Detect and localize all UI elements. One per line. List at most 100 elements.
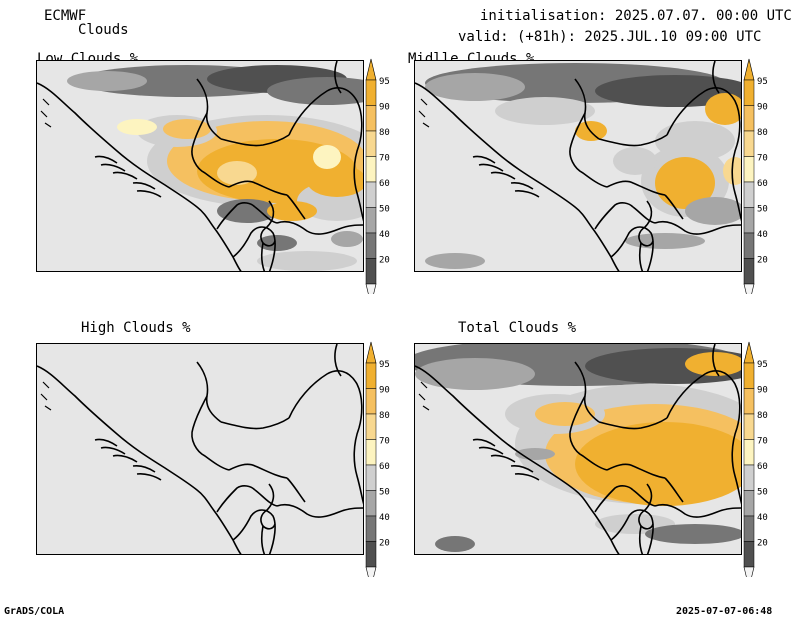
colorbar-swatch-40 [743,515,755,542]
colorbar-label-90: 90 [379,103,390,113]
country-border [712,344,720,377]
island [136,190,162,198]
cloud-area [613,147,657,175]
colorbar-label-40: 40 [379,230,390,240]
cloud-area [655,157,715,209]
colorbar-label-80: 80 [379,411,390,421]
high-clouds-map [36,343,364,555]
colorbar-swatch-80 [365,413,377,440]
colorbar-swatch-20 [743,541,755,568]
country-border [286,194,306,220]
cloud-area [307,165,363,197]
colorbar-swatch-20 [365,541,377,568]
colorbar-swatch-60 [365,464,377,491]
country-border [220,134,290,147]
colorbar-label-60: 60 [757,179,768,189]
colorbar-swatch-20 [743,258,755,285]
country-border [216,485,256,513]
cloud-area [267,201,317,221]
country-border [276,220,363,235]
country-border [594,485,634,513]
cloud-area [425,73,525,101]
colorbar-swatch-50 [743,207,755,234]
colorbar-swatch-90 [743,388,755,415]
cloud-area [217,161,257,185]
island [472,155,496,164]
coastline [415,82,620,271]
mid-clouds-map [414,60,742,272]
cloud-area [705,93,741,125]
colorbar-label-20: 20 [379,256,390,266]
colorbar-swatch-90 [365,105,377,132]
country-border [334,344,342,377]
coastline [37,82,242,271]
island [490,171,516,180]
colorbar-swatch-70 [365,439,377,466]
island [490,454,516,463]
colorbar-label-50: 50 [379,488,390,498]
country-border [228,180,288,196]
colorbar-label-70: 70 [379,154,390,164]
colorbar-swatch-90 [365,388,377,415]
country-border [632,489,656,507]
colorbar-swatch-50 [743,490,755,517]
colorbar-label-70: 70 [757,437,768,447]
country-border [288,87,363,146]
country-border [569,112,608,188]
cloud-area [685,197,741,225]
island [514,190,540,198]
island [514,473,540,481]
cloud-area [535,402,595,426]
country-border [260,200,276,247]
island [94,438,118,447]
colorbar-bottom-arrow [365,566,377,589]
cloud-area [625,233,705,249]
country-border [654,503,741,518]
country-border [712,61,720,94]
country-border [598,417,668,430]
country-border [232,226,276,271]
colorbar-label-20: 20 [757,256,768,266]
cloud-area [117,119,157,135]
colorbar-swatch-50 [365,207,377,234]
colorbar-label-95: 95 [757,360,768,370]
country-border [606,463,666,479]
island [478,446,504,455]
colorbar-swatch-40 [365,515,377,542]
colorbar-swatch-95 [365,79,377,106]
colorbar-top-arrow [743,58,755,81]
country-border [666,87,741,146]
cloud-area [575,422,741,506]
country-border [654,220,741,235]
country-border [260,483,276,530]
colorbar-swatch-95 [365,362,377,389]
country-border [610,226,654,271]
colorbar-swatch-95 [743,362,755,389]
island [472,438,496,447]
colorbar-high: 95 90 80 70 60 50 40 20 [363,341,419,589]
colorbar-mid: 95 90 80 70 60 50 40 20 [741,58,797,306]
colorbar-label-50: 50 [757,205,768,215]
low-clouds-map [36,60,364,272]
colorbar-swatch-40 [365,232,377,259]
colorbar-swatch-50 [365,490,377,517]
cloud-area [67,71,147,91]
country-border [353,427,363,505]
country-border [731,144,741,222]
country-border [260,242,266,271]
colorbar-top-arrow [365,341,377,364]
colorbar-swatch-40 [743,232,755,259]
colorbar-label-20: 20 [757,539,768,549]
island [112,454,138,463]
cloud-area [313,145,341,169]
country-border [638,525,644,554]
colorbar-label-80: 80 [379,128,390,138]
cloud-area [331,231,363,247]
valid-time: valid: (+81h): 2025.JUL.10 09:00 UTC [458,29,762,45]
colorbar-swatch-70 [365,156,377,183]
colorbar-swatch-70 [743,439,755,466]
island [418,98,430,128]
colorbar-label-20: 20 [379,539,390,549]
colorbar-label-90: 90 [757,386,768,396]
country-border [594,202,634,230]
